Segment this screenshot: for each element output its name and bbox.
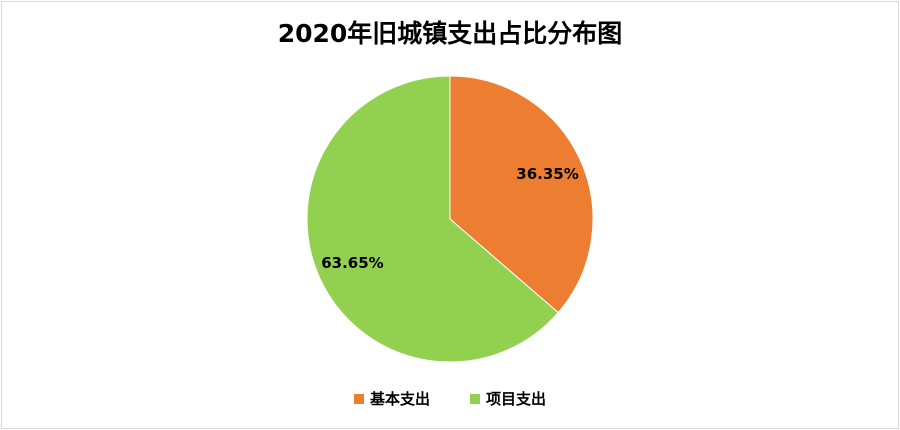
- legend-swatch-project: [470, 393, 480, 404]
- legend-label-project: 项目支出: [486, 390, 547, 408]
- data-label-0: 36.35%: [516, 165, 578, 183]
- legend-swatch-basic: [353, 393, 364, 404]
- pie-slices: [306, 75, 594, 363]
- data-label-1: 63.65%: [321, 254, 383, 272]
- pie-slice-0: [449, 75, 594, 314]
- legend: 基本支出 项目支出: [0, 388, 900, 409]
- chart-title: 2020年旧城镇支出占比分布图: [277, 19, 623, 48]
- legend-item-project: 项目支出: [470, 388, 546, 409]
- pie-data-labels: 36.35% 63.65%: [321, 165, 579, 272]
- legend-label-basic: 基本支出: [369, 390, 430, 408]
- pie-slice-1: [306, 75, 559, 363]
- legend-item-basic: 基本支出: [353, 388, 430, 409]
